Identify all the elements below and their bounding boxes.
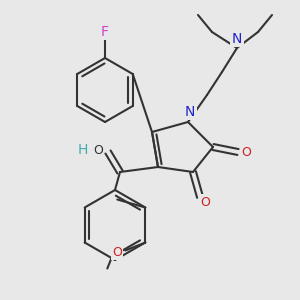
Text: N: N bbox=[232, 32, 242, 46]
Text: O: O bbox=[112, 246, 122, 259]
Text: O: O bbox=[93, 143, 103, 157]
Text: F: F bbox=[101, 25, 109, 39]
Text: O: O bbox=[200, 196, 210, 208]
Text: N: N bbox=[185, 105, 195, 119]
Text: H: H bbox=[78, 143, 88, 157]
Text: O: O bbox=[241, 146, 251, 158]
